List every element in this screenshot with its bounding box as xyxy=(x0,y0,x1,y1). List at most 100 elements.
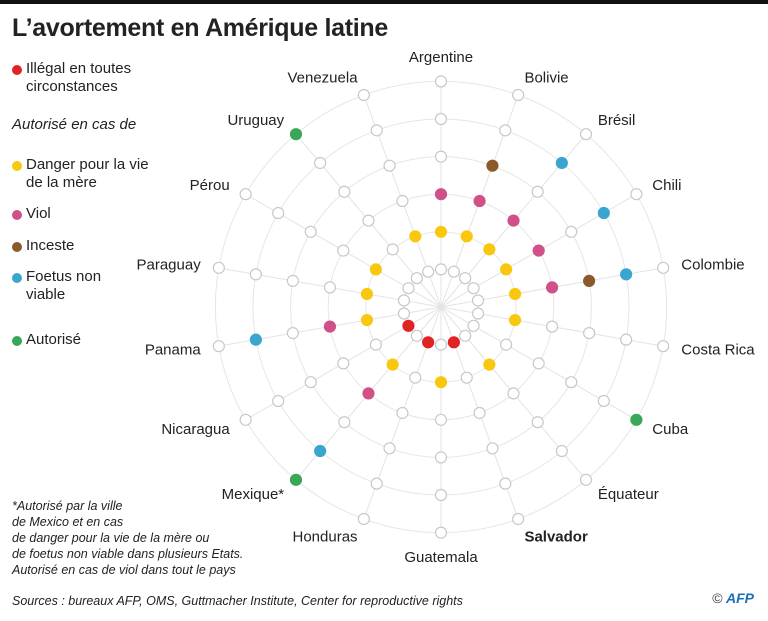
dot-foetus xyxy=(370,124,383,137)
dot-foetus xyxy=(620,268,633,281)
country-label: Paraguay xyxy=(136,257,201,274)
dot-viol xyxy=(434,413,448,426)
dot-inceste xyxy=(434,150,448,163)
dot-illegal xyxy=(402,282,415,295)
dot-foetus xyxy=(272,394,285,408)
dot-illegal xyxy=(410,329,423,342)
dot-danger xyxy=(483,243,496,256)
country-label: Chili xyxy=(652,177,681,194)
dot-viol xyxy=(532,357,545,370)
legend-illegal: Illégal en toutes circonstances xyxy=(12,60,162,96)
dot-autorise xyxy=(630,413,643,426)
dot-illegal xyxy=(397,307,411,320)
dot-illegal xyxy=(459,329,472,342)
dot-autorise xyxy=(289,128,303,141)
dot-illegal xyxy=(402,319,415,332)
dot-viol xyxy=(545,281,559,294)
footnote-line: *Autorisé par la ville xyxy=(12,499,123,513)
legend-label: Viol xyxy=(26,205,51,222)
dot-autorise xyxy=(434,526,448,539)
red-dot-icon xyxy=(12,65,22,75)
dot-autorise xyxy=(512,88,525,102)
country-label: Équateur xyxy=(598,486,659,503)
country-label: Argentine xyxy=(409,49,473,66)
dot-danger xyxy=(460,230,473,243)
dot-autorise xyxy=(212,340,225,353)
dot-foetus xyxy=(370,477,383,490)
dot-autorise xyxy=(289,473,303,486)
dot-danger xyxy=(360,287,374,301)
dot-autorise xyxy=(579,128,593,141)
dot-foetus xyxy=(434,488,448,502)
legend-label: Illégal en toutes circonstances xyxy=(26,60,132,95)
dot-foetus xyxy=(272,206,285,220)
legend-foetus: Foetus non viable xyxy=(12,268,122,304)
dot-inceste xyxy=(565,225,578,238)
dot-autorise xyxy=(630,188,643,201)
dot-viol xyxy=(473,194,486,208)
dot-illegal xyxy=(422,336,435,349)
dot-inceste xyxy=(304,376,317,389)
dot-inceste xyxy=(383,159,396,172)
dot-foetus xyxy=(620,333,633,346)
dot-illegal xyxy=(447,265,460,278)
blue-dot-icon xyxy=(12,273,22,283)
dot-autorise xyxy=(434,75,448,88)
dot-viol xyxy=(507,214,520,227)
country-label: Brésil xyxy=(598,112,636,129)
dot-foetus xyxy=(249,268,262,281)
dot-inceste xyxy=(338,185,351,198)
country-label: Salvador xyxy=(524,528,588,545)
dot-illegal xyxy=(471,294,485,307)
dot-foetus xyxy=(597,206,610,220)
pink-dot-icon xyxy=(12,210,22,220)
dot-inceste xyxy=(383,442,396,455)
country-label: Costa Rica xyxy=(681,341,755,358)
dot-inceste xyxy=(304,225,317,238)
legend-danger: Danger pour la vie de la mère xyxy=(12,156,162,192)
dot-illegal xyxy=(434,263,448,276)
legend-inceste: Inceste xyxy=(12,237,74,255)
legend-label: Foetus non viable xyxy=(26,268,102,303)
dot-danger xyxy=(500,338,513,351)
dot-viol xyxy=(396,406,409,420)
dot-illegal xyxy=(471,307,485,320)
footnote-line: de foetus non viable dans plusieurs Etat… xyxy=(12,547,244,561)
dot-danger xyxy=(386,358,399,371)
country-label: Nicaragua xyxy=(161,421,230,438)
footnote-line: de Mexico et en cas xyxy=(12,515,124,529)
country-label: Mexique* xyxy=(222,486,285,503)
dot-danger xyxy=(409,230,422,243)
legend-label: Inceste xyxy=(26,237,75,254)
dot-autorise xyxy=(657,340,670,353)
afp-logo: © AFP xyxy=(712,590,754,606)
copyright-symbol: © xyxy=(712,590,723,606)
dot-inceste xyxy=(286,327,299,340)
dot-illegal xyxy=(467,282,480,295)
footnote: *Autorisé par la ville de Mexico et en c… xyxy=(12,498,272,578)
dot-inceste xyxy=(583,327,596,340)
dot-autorise xyxy=(657,261,670,274)
dot-viol xyxy=(337,357,350,370)
dot-inceste xyxy=(434,451,448,464)
dot-danger xyxy=(460,371,473,384)
page-title: L’avortement en Amérique latine xyxy=(12,14,388,42)
dot-danger xyxy=(508,287,522,301)
dot-illegal xyxy=(422,265,435,278)
dot-inceste xyxy=(583,274,596,287)
dot-illegal xyxy=(447,336,460,349)
dot-foetus xyxy=(249,333,262,346)
brand: AFP xyxy=(726,590,754,606)
dot-inceste xyxy=(338,416,351,429)
dot-foetus xyxy=(597,394,610,408)
dot-inceste xyxy=(531,416,544,429)
dot-autorise xyxy=(239,413,252,426)
dot-foetus xyxy=(555,444,568,458)
country-label: Cuba xyxy=(652,421,689,438)
dot-foetus xyxy=(499,124,512,137)
footnote-line: de danger pour la vie de la mère ou xyxy=(12,531,210,545)
brown-dot-icon xyxy=(12,242,22,252)
dot-viol xyxy=(434,188,448,201)
dot-viol xyxy=(337,244,350,257)
